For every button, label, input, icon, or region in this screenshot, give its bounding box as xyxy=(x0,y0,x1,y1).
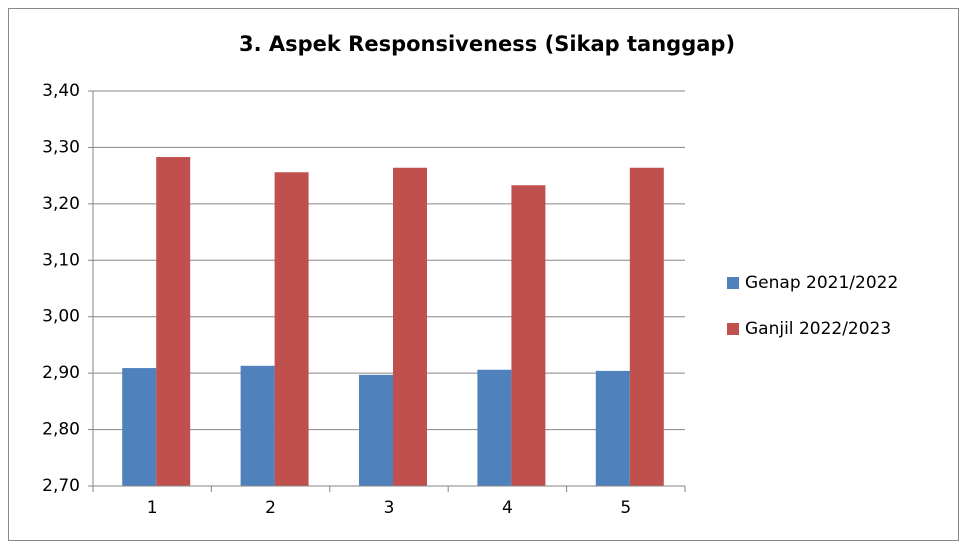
bar xyxy=(393,167,427,486)
legend-label: Ganjil 2022/2023 xyxy=(745,319,891,339)
y-tick-label: 3,00 xyxy=(42,307,80,327)
legend-swatch xyxy=(727,323,739,335)
y-tick-label: 3,30 xyxy=(42,137,80,157)
y-tick-label: 3,10 xyxy=(42,250,80,270)
bar xyxy=(122,368,157,486)
bar xyxy=(477,369,512,486)
bar xyxy=(274,172,309,486)
bar xyxy=(156,157,191,486)
x-tick-label: 3 xyxy=(384,498,395,518)
y-tick-label: 2,70 xyxy=(42,476,80,496)
chart-title: 3. Aspek Responsiveness (Sikap tanggap) xyxy=(239,32,735,56)
bar xyxy=(595,370,630,486)
bar xyxy=(629,167,664,486)
bar xyxy=(240,365,275,486)
bar xyxy=(359,374,393,486)
y-tick-label: 2,90 xyxy=(42,363,80,383)
legend-label: Genap 2021/2022 xyxy=(745,273,898,293)
x-tick-label: 1 xyxy=(147,498,158,518)
bar xyxy=(511,185,546,486)
x-tick-label: 4 xyxy=(502,498,513,518)
y-tick-label: 3,40 xyxy=(42,81,80,101)
x-tick-label: 5 xyxy=(620,498,631,518)
x-tick-label: 2 xyxy=(265,498,276,518)
y-tick-label: 3,20 xyxy=(42,194,80,214)
y-tick-label: 2,80 xyxy=(42,420,80,440)
legend-swatch xyxy=(727,277,739,289)
